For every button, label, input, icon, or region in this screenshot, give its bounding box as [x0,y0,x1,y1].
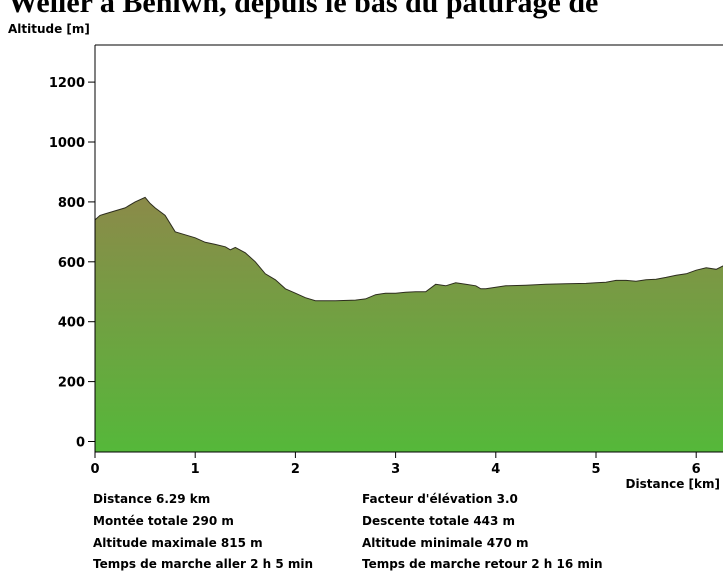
x-tick-label-2: 2 [291,462,300,477]
elevation-line [94,196,723,302]
y-tick-label-600: 600 [58,256,85,271]
x-tick-label-1: 1 [191,462,200,477]
x-axis-label: Distance [km] [626,477,720,491]
y-axis-label: Altitude [m] [8,22,90,36]
x-tick-label-0: 0 [90,462,99,477]
x-tick-label-3: 3 [391,462,400,477]
plot-area: 0 200 400 600 800 1000 1200 0 1 2 3 4 5 6 [49,44,723,477]
y-tick-label-200: 200 [58,376,85,391]
x-tick-label-5: 5 [591,462,600,477]
x-tick-label-4: 4 [491,462,500,477]
x-tick-label-6: 6 [692,462,701,477]
y-tick-label-400: 400 [58,316,85,331]
y-tick-label-0: 0 [76,436,85,451]
y-tick-label-800: 800 [58,196,85,211]
elevation-area [95,197,723,452]
y-tick-label-1000: 1000 [49,136,85,151]
chart-title: Weiler à Benlwh, depuis le bas du pâtura… [8,0,598,19]
y-tick-label-1200: 1200 [49,76,85,91]
